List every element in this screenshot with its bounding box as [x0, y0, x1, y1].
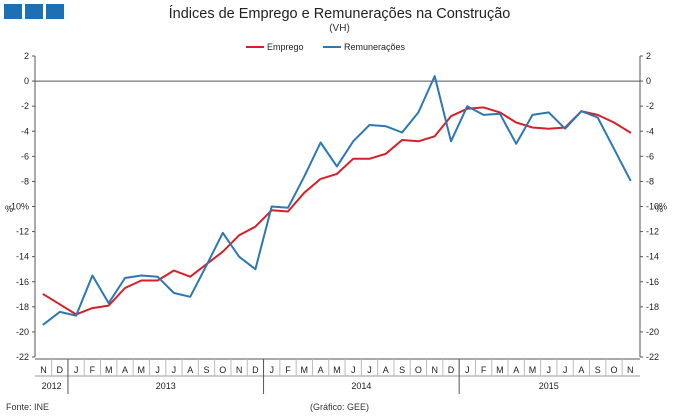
x-month-label: S: [203, 365, 209, 375]
y-tick-label-left: 0: [24, 76, 29, 86]
x-month-label: A: [318, 365, 324, 375]
y-tick-label-right: -20: [646, 327, 659, 337]
legend-label-remuneracoes: Remunerações: [344, 42, 406, 52]
x-month-label: A: [513, 365, 519, 375]
logo-square: [25, 4, 43, 19]
x-month-label: N: [40, 365, 47, 375]
x-month-label: D: [252, 365, 259, 375]
y-tick-label-right: 2: [646, 51, 651, 61]
chart-legend: Emprego Remunerações: [246, 42, 406, 52]
y-tick-label-left: -6: [21, 151, 29, 161]
logo-square: [4, 4, 22, 19]
legend-label-emprego: Emprego: [267, 42, 304, 52]
y-tick-label-right: -4: [646, 126, 654, 136]
x-month-label: J: [155, 365, 160, 375]
x-month-label: M: [529, 365, 537, 375]
x-month-label: O: [415, 365, 422, 375]
x-month-label: M: [496, 365, 504, 375]
x-month-label: S: [399, 365, 405, 375]
y-tick-label-left: -20: [16, 327, 29, 337]
x-month-label: J: [351, 365, 356, 375]
x-month-label: M: [138, 365, 146, 375]
y-tick-label-left: -16: [16, 277, 29, 287]
x-year-label: 2012: [42, 381, 62, 391]
y-tick-label-left: -4: [21, 126, 29, 136]
x-month-label: S: [595, 365, 601, 375]
axes: 2 2 0 0 -2 -2 -4 -4 -6 -6 -8 -8 -10% -10% -12 -12 -14 -14…: [8, 51, 667, 394]
x-month-label: N: [431, 365, 438, 375]
x-month-label: J: [547, 365, 552, 375]
y-tick-label-right: -6: [646, 151, 654, 161]
logo-square: [46, 4, 64, 19]
x-month-label: D: [57, 365, 64, 375]
x-month-label: O: [610, 365, 617, 375]
x-month-label: F: [481, 365, 487, 375]
y-tick-label-right: -10%: [646, 202, 667, 212]
x-year-label: 2014: [351, 381, 371, 391]
x-month-label: M: [333, 365, 341, 375]
x-month-label: M: [105, 365, 113, 375]
y-tick-label-right: -16: [646, 277, 659, 287]
series-line-emprego: [42, 106, 632, 316]
chart-subtitle: (VH): [329, 23, 350, 34]
y-tick-label-right: -8: [646, 176, 654, 186]
x-month-label: J: [367, 365, 372, 375]
y-axis-label-right: %: [655, 204, 663, 214]
y-tick-label-right: -12: [646, 227, 659, 237]
x-month-label: J: [172, 365, 177, 375]
series-line-remuneracoes: [42, 75, 632, 326]
y-tick-label-right: -18: [646, 302, 659, 312]
y-tick-label-left: 2: [24, 51, 29, 61]
y-tick-label-left: -8: [21, 176, 29, 186]
x-year-label: 2013: [156, 381, 176, 391]
x-month-label: N: [627, 365, 634, 375]
x-year-label: 2015: [539, 381, 559, 391]
x-month-label: J: [74, 365, 79, 375]
x-month-label: F: [285, 365, 291, 375]
y-tick-label-left: -22: [16, 352, 29, 362]
y-tick-label-left: -10%: [8, 202, 29, 212]
x-month-label: A: [383, 365, 389, 375]
x-month-label: N: [236, 365, 243, 375]
x-month-label: F: [90, 365, 96, 375]
chart-title: Índices de Emprego e Remunerações na Con…: [168, 6, 511, 22]
x-month-label: J: [563, 365, 568, 375]
x-month-label: A: [122, 365, 128, 375]
y-tick-label-left: -18: [16, 302, 29, 312]
y-tick-label-left: -14: [16, 252, 29, 262]
y-tick-label-left: -12: [16, 227, 29, 237]
y-axis-label-left: %: [5, 204, 13, 214]
x-month-label: A: [578, 365, 584, 375]
x-month-label: A: [187, 365, 193, 375]
chart-credit: (Gráfico: GEE): [310, 402, 370, 412]
y-tick-label-right: -14: [646, 252, 659, 262]
x-month-label: D: [448, 365, 455, 375]
series-lines: [42, 75, 632, 326]
source-note: Fonte: INE: [6, 402, 50, 412]
x-month-label: O: [219, 365, 226, 375]
x-month-label: M: [301, 365, 309, 375]
y-tick-label-right: -2: [646, 101, 654, 111]
y-tick-label-right: 0: [646, 76, 651, 86]
y-tick-label-left: -2: [21, 101, 29, 111]
x-month-label: J: [465, 365, 470, 375]
y-tick-label-right: -22: [646, 352, 659, 362]
x-month-label: J: [269, 365, 274, 375]
